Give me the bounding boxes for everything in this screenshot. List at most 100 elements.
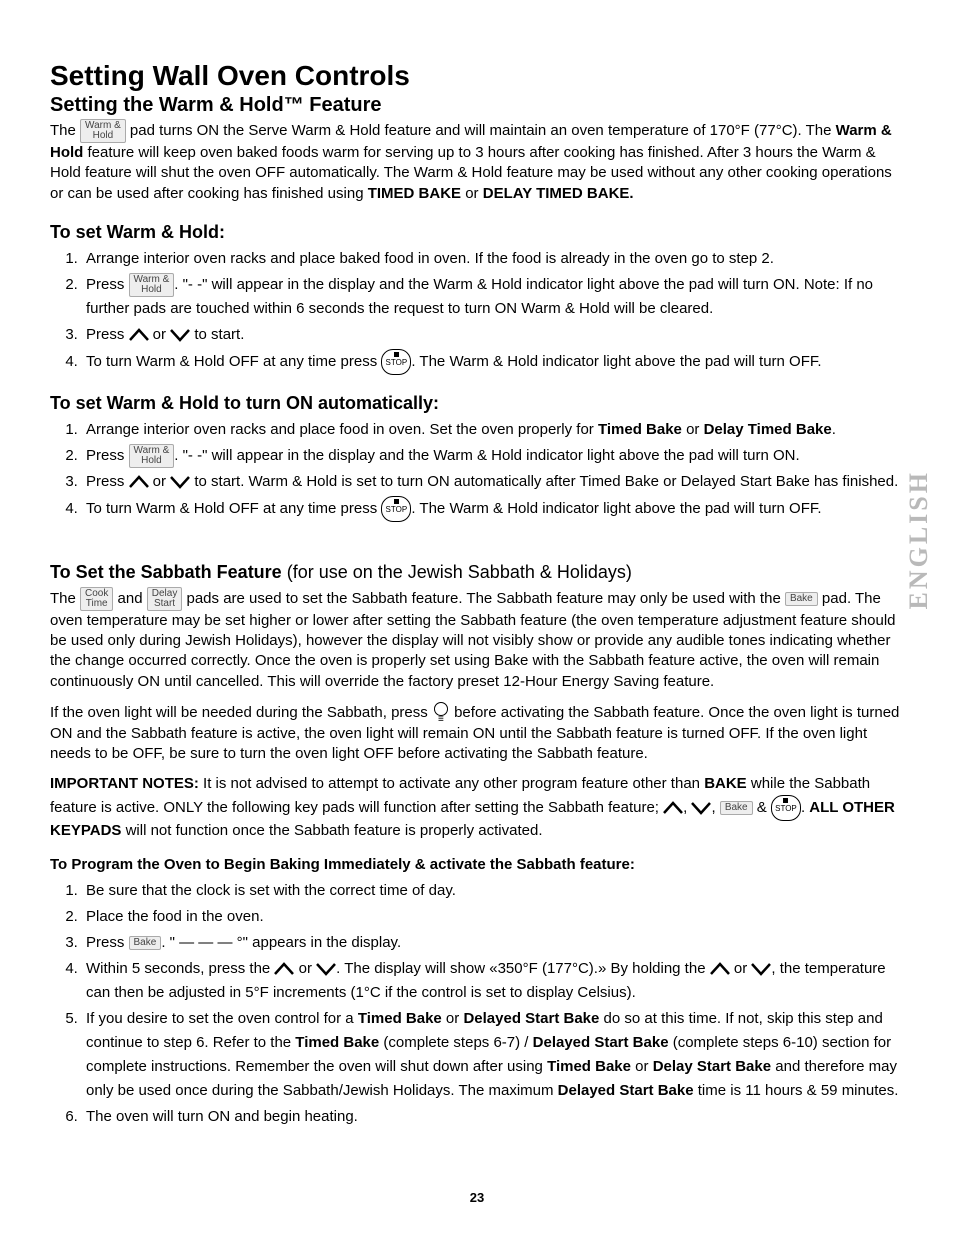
arrow-up-icon <box>274 962 294 976</box>
text: Press <box>86 276 129 293</box>
text-bold: Delayed Start Bake <box>533 1034 669 1051</box>
text: or <box>730 960 752 977</box>
text-bold: Delay Timed Bake <box>704 421 832 438</box>
text: to start. Warm & Hold is set to turn ON … <box>190 473 898 490</box>
bake-pad-icon: Bake <box>720 801 753 815</box>
text: will not function once the Sabbath featu… <box>121 822 542 839</box>
intro-paragraph: The Warm &Hold pad turns ON the Serve Wa… <box>50 119 904 204</box>
text-bold: Delay Start Bake <box>653 1058 771 1075</box>
text-bold: Timed Bake <box>295 1034 379 1051</box>
stop-pad-icon: STOP <box>381 496 411 522</box>
warm-hold-pad-icon: Warm &Hold <box>129 273 175 297</box>
arrow-up-icon <box>129 475 149 489</box>
text-bold: TIMED BAKE <box>368 185 461 202</box>
section-heading: To set Warm & Hold: <box>50 222 904 243</box>
bake-pad-icon: Bake <box>785 592 818 606</box>
warm-hold-pad-icon: Warm &Hold <box>80 119 126 143</box>
text: . "- -" will appear in the display and t… <box>86 276 873 317</box>
arrow-down-icon <box>316 962 336 976</box>
text: (complete steps 6-7) / <box>379 1034 532 1051</box>
list-item: Press Bake. " — — — °" appears in the di… <box>82 931 904 955</box>
text: time is 11 hours & 59 minutes. <box>694 1082 899 1099</box>
arrow-down-icon <box>691 801 711 815</box>
text: To turn Warm & Hold OFF at any time pres… <box>86 500 381 517</box>
text: or <box>442 1010 464 1027</box>
text: (for use on the Jewish Sabbath & Holiday… <box>282 562 632 582</box>
text: pad turns ON the Serve Warm & Hold featu… <box>126 122 836 139</box>
stop-pad-icon: STOP <box>771 795 801 821</box>
list-item: If you desire to set the oven control fo… <box>82 1007 904 1103</box>
text: or <box>149 473 171 490</box>
page-number: 23 <box>0 1190 954 1205</box>
page-title: Setting Wall Oven Controls <box>50 60 904 92</box>
list-item: Arrange interior oven racks and place ba… <box>82 247 904 271</box>
text: . The display will show «350°F (177°C).»… <box>336 960 710 977</box>
text: The <box>50 122 80 139</box>
text: Press <box>86 447 129 464</box>
oven-light-icon: ≡ <box>432 702 450 724</box>
arrow-down-icon <box>170 328 190 342</box>
warm-hold-pad-icon: Warm &Hold <box>129 444 175 468</box>
text: . " — — — °" appears in the display. <box>161 934 401 951</box>
list-item: Press or to start. Warm & Hold is set to… <box>82 470 904 494</box>
text: If you desire to set the oven control fo… <box>86 1010 358 1027</box>
text-bold: Delayed Start Bake <box>558 1082 694 1099</box>
text: or <box>682 421 704 438</box>
text: or <box>631 1058 653 1075</box>
steps-list: Arrange interior oven racks and place ba… <box>50 247 904 375</box>
text: Arrange interior oven racks and place fo… <box>86 421 598 438</box>
text: or <box>294 960 316 977</box>
delay-start-pad-icon: DelayStart <box>147 587 183 611</box>
list-item: Press Warm &Hold. "- -" will appear in t… <box>82 273 904 321</box>
list-item: Press Warm &Hold. "- -" will appear in t… <box>82 444 904 468</box>
language-side-label: ENGLISH <box>904 470 934 610</box>
cook-time-pad-icon: CookTime <box>80 587 113 611</box>
section-heading: To set Warm & Hold to turn ON automatica… <box>50 393 904 414</box>
text: If the oven light will be needed during … <box>50 704 432 721</box>
paragraph: The CookTime and DelayStart pads are use… <box>50 587 904 692</box>
text: Within 5 seconds, press the <box>86 960 274 977</box>
stop-pad-icon: STOP <box>381 349 411 375</box>
arrow-down-icon <box>170 475 190 489</box>
arrow-down-icon <box>751 962 771 976</box>
list-item: To turn Warm & Hold OFF at any time pres… <box>82 349 904 375</box>
text: and <box>113 590 146 607</box>
text-bold: DELAY TIMED BAKE. <box>483 185 634 202</box>
text-bold: Delayed Start Bake <box>463 1010 599 1027</box>
sub-heading: To Program the Oven to Begin Baking Imme… <box>50 855 904 875</box>
text: . "- -" will appear in the display and t… <box>174 447 799 464</box>
list-item: Press or to start. <box>82 323 904 347</box>
text: to start. <box>190 326 244 343</box>
arrow-up-icon <box>710 962 730 976</box>
text-bold: IMPORTANT NOTES: <box>50 775 199 792</box>
text: pads are used to set the Sabbath feature… <box>182 590 785 607</box>
list-item: The oven will turn ON and begin heating. <box>82 1105 904 1129</box>
section-heading: To Set the Sabbath Feature (for use on t… <box>50 562 904 583</box>
section-heading: Setting the Warm & Hold™ Feature <box>50 94 904 117</box>
text: The <box>50 590 80 607</box>
text-bold: BAKE <box>704 775 747 792</box>
text-bold: Timed Bake <box>547 1058 631 1075</box>
paragraph: If the oven light will be needed during … <box>50 702 904 765</box>
arrow-up-icon <box>663 801 683 815</box>
text-bold: Timed Bake <box>598 421 682 438</box>
text: . The Warm & Hold indicator light above … <box>411 353 821 370</box>
text: & <box>753 799 771 816</box>
text: . <box>832 421 836 438</box>
text: , <box>711 799 719 816</box>
bake-pad-icon: Bake <box>129 936 162 950</box>
text: or <box>149 326 171 343</box>
text-bold: To Set the Sabbath Feature <box>50 562 282 582</box>
text-bold: Timed Bake <box>358 1010 442 1027</box>
list-item: Arrange interior oven racks and place fo… <box>82 418 904 442</box>
text: Press <box>86 326 129 343</box>
text: To turn Warm & Hold OFF at any time pres… <box>86 353 381 370</box>
list-item: Be sure that the clock is set with the c… <box>82 879 904 903</box>
list-item: To turn Warm & Hold OFF at any time pres… <box>82 496 904 522</box>
arrow-up-icon <box>129 328 149 342</box>
list-item: Place the food in the oven. <box>82 905 904 929</box>
text: Press <box>86 473 129 490</box>
text: , <box>683 799 691 816</box>
paragraph: IMPORTANT NOTES: It is not advised to at… <box>50 774 904 841</box>
steps-list: Be sure that the clock is set with the c… <box>50 879 904 1129</box>
